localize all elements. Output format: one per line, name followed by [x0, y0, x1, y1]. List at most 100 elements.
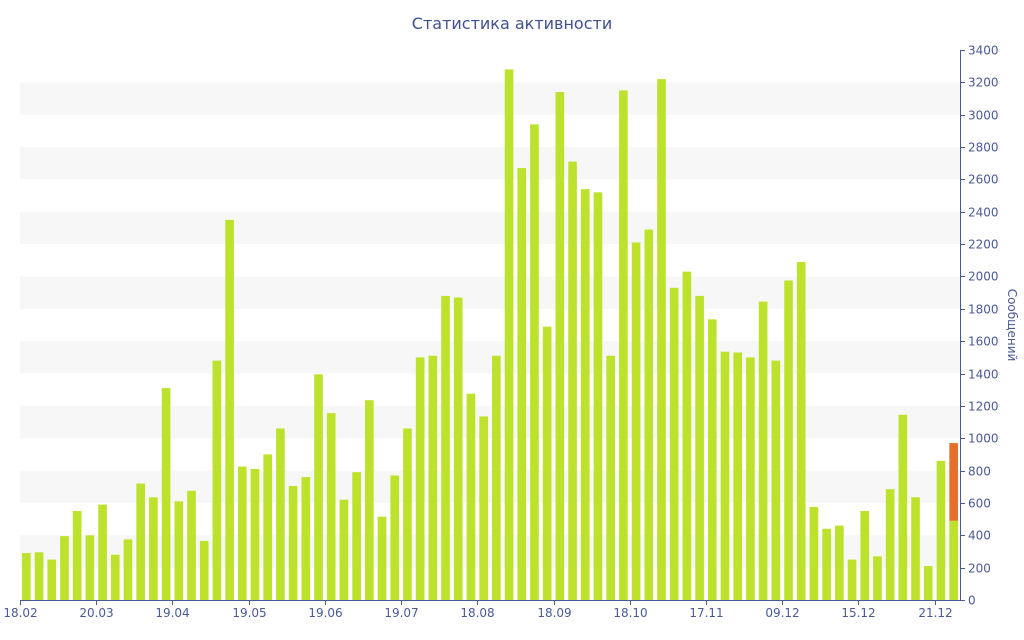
bar: [187, 490, 196, 600]
x-tick-label: 15.12: [841, 606, 875, 620]
bar: [695, 295, 704, 600]
bar: [212, 360, 222, 600]
bar: [860, 511, 870, 600]
y-tick-label: 2200: [968, 238, 999, 252]
axes-group: [20, 50, 961, 601]
x-tick-label: 18.09: [537, 606, 571, 620]
bar: [949, 520, 958, 600]
bar: [771, 360, 781, 600]
bar: [60, 536, 69, 600]
y-tick-label: 1400: [968, 368, 999, 382]
y-tick-label: 1000: [968, 432, 999, 446]
bar: [873, 556, 882, 600]
y-tick-label: 3200: [968, 76, 999, 90]
bar: [720, 351, 730, 600]
grid-band: [20, 147, 960, 180]
bar: [98, 504, 107, 600]
bar-segment-highlight: [949, 443, 958, 521]
chart-title: Статистика активности: [411, 14, 613, 33]
bar: [911, 497, 920, 600]
grid-band: [20, 470, 960, 503]
bar: [682, 271, 692, 600]
bar: [847, 559, 857, 600]
bar: [568, 161, 577, 600]
bar: [237, 466, 247, 600]
grid-bands: [20, 82, 960, 568]
bar: [746, 357, 755, 600]
bar: [530, 124, 539, 600]
y-tick-label: 2000: [968, 270, 999, 284]
y-tick-label: 2400: [968, 206, 999, 220]
bar: [301, 477, 311, 600]
grid-band: [20, 535, 960, 568]
x-tick-label: 20.03: [79, 606, 113, 620]
bar: [580, 189, 590, 600]
bar: [453, 297, 463, 600]
bar: [606, 355, 615, 600]
x-tick-label: 19.04: [155, 606, 189, 620]
bar: [669, 287, 679, 600]
bar: [72, 511, 82, 600]
y-tick-label: 3000: [968, 109, 999, 123]
bar: [225, 219, 234, 600]
x-tick-label: 18.02: [3, 606, 37, 620]
bars-group: [22, 69, 958, 601]
bar: [34, 552, 44, 600]
bar: [555, 92, 565, 600]
bar: [885, 489, 895, 600]
bar: [136, 483, 145, 600]
x-tick-label: 18.10: [613, 606, 647, 620]
bar: [314, 374, 323, 600]
bar: [377, 516, 387, 600]
bar: [85, 535, 95, 600]
bar: [631, 242, 641, 600]
bar: [352, 472, 361, 600]
grid-band: [20, 82, 960, 115]
bar: [441, 295, 450, 600]
bar: [593, 192, 603, 600]
bar: [123, 539, 133, 600]
bar: [415, 357, 425, 600]
grid-band: [20, 341, 960, 374]
bar: [288, 485, 298, 600]
bar: [542, 326, 552, 600]
grid-band: [20, 405, 960, 439]
grid-band: [20, 211, 960, 245]
bar: [339, 499, 349, 600]
bar: [835, 525, 844, 600]
bar: [403, 428, 412, 600]
grid-band: [20, 276, 960, 309]
x-tick-label: 17.11: [689, 606, 723, 620]
y-tick-label: 0: [968, 594, 976, 608]
bar: [898, 414, 908, 600]
x-tick-label: 09.12: [765, 606, 799, 620]
y-tick-label: 200: [968, 562, 991, 576]
y-tick-label: 2800: [968, 141, 999, 155]
bar: [936, 460, 946, 600]
bar: [390, 475, 400, 600]
bar: [504, 69, 514, 601]
bar: [276, 428, 285, 600]
x-tick-label: 21.12: [918, 606, 952, 620]
bar: [326, 413, 336, 600]
y-tick-label: 1600: [968, 335, 999, 349]
bar: [923, 566, 933, 600]
bar: [428, 355, 438, 600]
bar: [250, 468, 260, 600]
bar: [47, 559, 57, 600]
y-tick-label: 400: [968, 529, 991, 543]
bar: [199, 540, 209, 600]
x-tick-label: 19.06: [308, 606, 342, 620]
bar: [149, 497, 158, 600]
x-tick-label: 19.07: [384, 606, 418, 620]
x-tick-label: 19.05: [232, 606, 266, 620]
bar: [657, 79, 666, 600]
bar: [733, 352, 743, 600]
y-tick-label: 600: [968, 497, 991, 511]
bar: [161, 388, 171, 600]
bar: [619, 90, 628, 601]
bar: [263, 454, 273, 600]
y-tick-label: 3400: [968, 44, 999, 58]
bar: [365, 400, 374, 600]
